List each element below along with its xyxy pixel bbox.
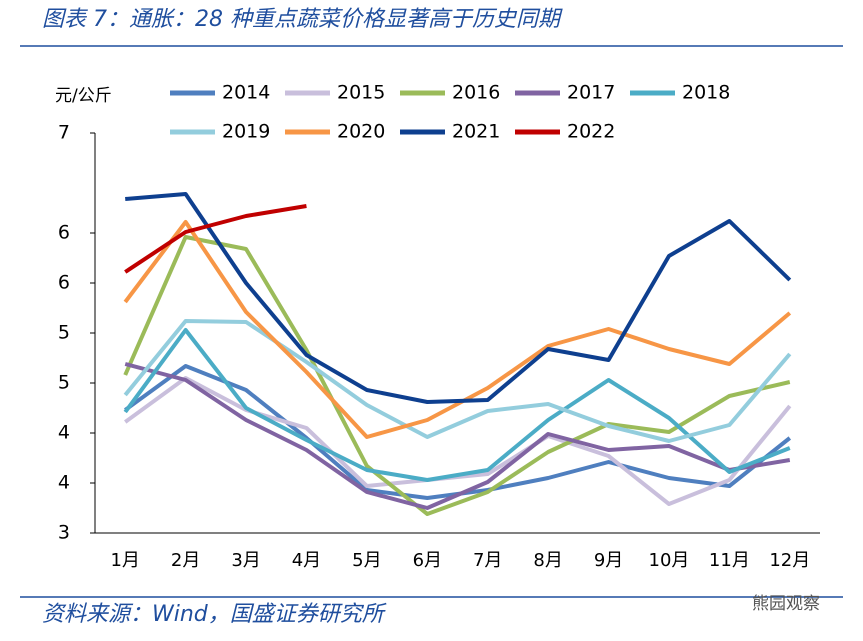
x-tick-label: 7月 — [473, 550, 502, 571]
x-tick-label: 11月 — [709, 550, 750, 571]
series-line — [124, 362, 791, 510]
legend-label: 2020 — [337, 121, 385, 143]
y-tick-label: 6 — [58, 222, 70, 244]
y-tick-label: 4 — [58, 422, 70, 444]
series-line — [124, 204, 307, 274]
x-tick-label: 2月 — [171, 550, 200, 571]
series-line — [123, 319, 792, 443]
x-tick-label: 9月 — [594, 550, 623, 571]
legend-label: 2021 — [452, 121, 500, 143]
y-tick-label: 3 — [58, 522, 70, 544]
series-line — [125, 192, 792, 404]
x-tick-label: 12月 — [769, 550, 810, 571]
watermark: 熊园观察 — [752, 594, 820, 614]
legend-label: 2018 — [682, 82, 730, 104]
x-tick-label: 8月 — [533, 550, 562, 571]
legend-label: 2014 — [222, 82, 270, 104]
x-tick-label: 5月 — [352, 550, 381, 571]
series-line — [123, 328, 791, 482]
x-tick-label: 6月 — [413, 550, 442, 571]
legend-label: 2015 — [337, 82, 385, 104]
y-tick-label: 7 — [58, 122, 70, 144]
x-tick-label: 1月 — [110, 550, 139, 571]
x-tick-label: 10月 — [649, 550, 690, 571]
y-tick-label: 5 — [58, 322, 70, 344]
x-tick-label: 3月 — [231, 550, 260, 571]
legend-label: 2022 — [567, 121, 615, 143]
series-line — [123, 220, 792, 439]
legend-label: 2017 — [567, 82, 615, 104]
y-tick-label: 4 — [58, 472, 70, 494]
title: 图表 7：通胀：28 种重点蔬菜价格显著高于历史同期 — [42, 7, 563, 32]
series-line — [124, 376, 792, 506]
legend-label: 2016 — [452, 82, 500, 104]
legend-label: 2019 — [222, 121, 270, 143]
x-tick-label: 4月 — [292, 550, 321, 571]
y-tick-label: 5 — [58, 372, 70, 394]
source: 资料来源：Wind，国盛证券研究所 — [42, 602, 387, 627]
y-tick-label: 6 — [58, 272, 70, 294]
y-label: 元/公斤 — [55, 86, 112, 106]
